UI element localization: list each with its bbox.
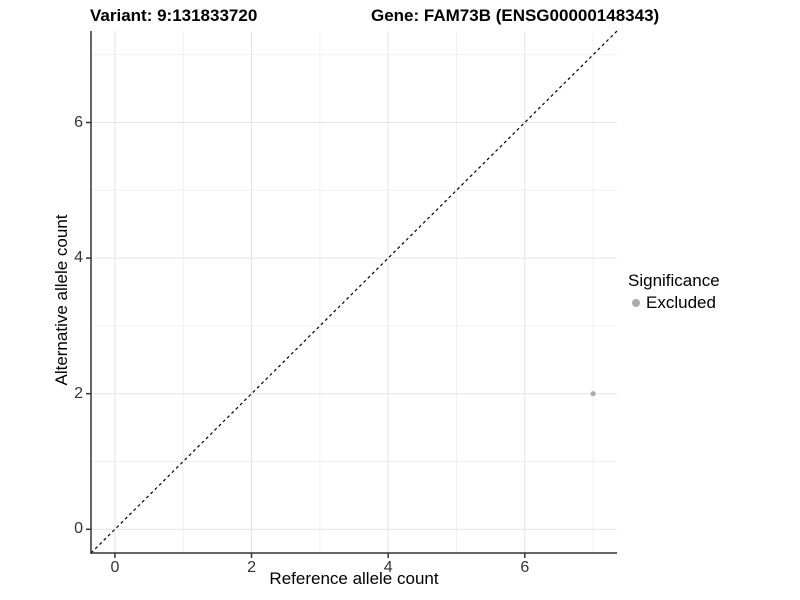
identity-line [90, 30, 618, 554]
legend: Significance Excluded [628, 271, 720, 313]
legend-items: Excluded [628, 293, 720, 313]
data-point [590, 391, 596, 397]
y-axis-title: Alternative allele count [52, 214, 71, 386]
plot-title-variant: Variant: 9:131833720 [90, 6, 258, 25]
y-tick-label: 4 [74, 249, 83, 267]
y-tick-label: 0 [74, 520, 83, 538]
plot-title-gene: Gene: FAM73B (ENSG00000148343) [371, 6, 660, 25]
x-axis-title: Reference allele count [269, 569, 439, 588]
y-tick-label: 2 [74, 384, 83, 402]
x-tick-label: 0 [110, 559, 120, 576]
x-tick-label: 4 [383, 559, 393, 576]
legend-item-label: Excluded [646, 293, 716, 312]
legend-item: Excluded [628, 293, 720, 313]
x-tick-label: 2 [247, 559, 256, 576]
y-tick-label: 6 [74, 113, 83, 131]
legend-point-icon [632, 299, 640, 307]
legend-title: Significance [628, 271, 720, 290]
x-tick-label: 6 [520, 559, 530, 576]
